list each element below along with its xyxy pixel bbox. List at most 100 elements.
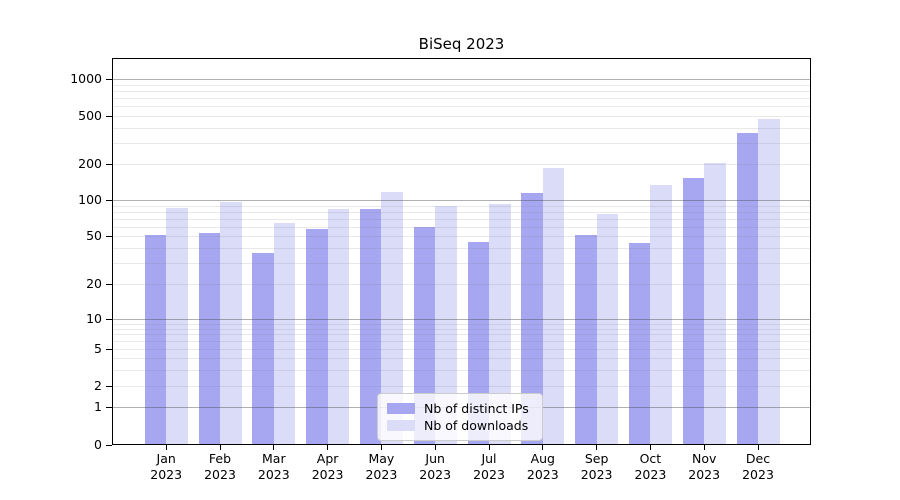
minor-gridline xyxy=(113,247,810,249)
legend-label-downloads: Nb of downloads xyxy=(424,418,529,433)
y-axis-tick-label: 1 xyxy=(94,399,102,414)
y-axis-tick-label: 50 xyxy=(86,228,102,243)
minor-gridline xyxy=(113,284,810,285)
bar-distinct-ips-apr xyxy=(306,229,328,445)
x-axis-tick xyxy=(757,445,759,450)
x-axis-tick-label: Nov 2023 xyxy=(688,451,721,482)
minor-gridline xyxy=(113,349,810,350)
y-axis-tick xyxy=(106,444,112,446)
minor-gridline xyxy=(113,211,810,213)
minor-gridline xyxy=(113,106,810,108)
minor-gridline xyxy=(113,127,810,129)
x-axis-tick-label: Jan 2023 xyxy=(150,451,183,482)
minor-gridline xyxy=(113,236,810,237)
minor-gridline xyxy=(113,226,810,228)
y-axis-tick xyxy=(106,385,112,387)
bar-distinct-ips-oct xyxy=(628,242,651,445)
bar-distinct-ips-jan xyxy=(144,235,167,445)
bar-downloads-may xyxy=(381,192,403,445)
y-axis-tick-label: 200 xyxy=(78,156,102,171)
bar-distinct-ips-may xyxy=(359,209,382,445)
y-axis-tick xyxy=(106,283,112,285)
bar-distinct-ips-mar xyxy=(252,253,274,445)
minor-gridline xyxy=(113,358,810,359)
x-axis-tick-label: Oct 2023 xyxy=(634,451,667,482)
x-axis-tick xyxy=(542,445,544,450)
y-axis-tick xyxy=(106,235,112,237)
x-axis-tick xyxy=(219,445,221,450)
minor-gridline xyxy=(113,84,810,86)
y-axis-tick xyxy=(106,78,112,80)
minor-gridline xyxy=(113,262,810,264)
major-gridline xyxy=(113,319,810,320)
legend-item-distinct-ips: Nb of distinct IPs xyxy=(387,400,533,417)
legend: Nb of distinct IPs Nb of downloads xyxy=(377,393,543,441)
y-axis-tick-label: 10 xyxy=(86,311,102,326)
y-axis-tick-label: 5 xyxy=(94,341,102,356)
minor-gridline xyxy=(113,90,810,92)
bar-downloads-nov xyxy=(704,162,726,445)
x-axis-tick-label: Mar 2023 xyxy=(257,451,290,482)
major-gridline xyxy=(113,200,810,201)
bar-distinct-ips-dec xyxy=(736,132,758,445)
x-axis-tick xyxy=(488,445,490,450)
bar-downloads-mar xyxy=(273,223,296,445)
major-gridline xyxy=(113,79,810,80)
minor-gridline xyxy=(113,205,810,207)
bar-distinct-ips-jun xyxy=(413,226,436,445)
bar-downloads-jun xyxy=(435,205,457,445)
minor-gridline xyxy=(113,323,810,325)
bar-distinct-ips-nov xyxy=(682,177,705,445)
minor-gridline xyxy=(113,116,810,117)
x-axis-tick-label: Aug 2023 xyxy=(526,451,559,482)
y-axis-tick-label: 100 xyxy=(78,192,102,207)
y-axis-tick xyxy=(106,348,112,350)
bar-downloads-jul xyxy=(489,204,511,445)
bar-downloads-jan xyxy=(166,208,188,445)
x-axis-tick-label: Sep 2023 xyxy=(580,451,613,482)
x-axis-tick-label: May 2023 xyxy=(365,451,398,482)
legend-swatch-distinct-ips xyxy=(387,403,415,414)
x-axis-tick xyxy=(434,445,436,450)
y-axis-tick-label: 500 xyxy=(78,108,102,123)
bar-distinct-ips-sep xyxy=(575,235,597,445)
bar-downloads-apr xyxy=(327,209,350,445)
legend-label-distinct-ips: Nb of distinct IPs xyxy=(424,401,529,416)
x-axis-tick xyxy=(703,445,705,450)
bar-distinct-ips-aug xyxy=(521,192,543,445)
minor-gridline xyxy=(113,369,810,371)
bar-downloads-aug xyxy=(542,168,565,445)
x-axis-tick xyxy=(273,445,275,450)
minor-gridline xyxy=(113,341,810,343)
x-axis-tick xyxy=(165,445,167,450)
minor-gridline xyxy=(113,142,810,144)
y-axis-tick-label: 1000 xyxy=(70,71,102,86)
y-axis-tick xyxy=(106,318,112,320)
x-axis-tick xyxy=(327,445,329,450)
y-axis-tick-label: 2 xyxy=(94,378,102,393)
y-axis-tick-label: 0 xyxy=(94,437,102,452)
minor-gridline xyxy=(113,98,810,99)
y-axis-tick xyxy=(106,115,112,117)
bar-downloads-oct xyxy=(650,185,672,445)
bar-distinct-ips-feb xyxy=(198,233,220,445)
legend-item-downloads: Nb of downloads xyxy=(387,417,533,434)
legend-swatch-downloads xyxy=(387,420,415,431)
x-axis-tick-label: Apr 2023 xyxy=(311,451,344,482)
bar-downloads-feb xyxy=(220,201,242,445)
x-axis-tick xyxy=(380,445,382,450)
bar-downloads-dec xyxy=(758,119,780,445)
minor-gridline xyxy=(113,164,810,165)
minor-gridline xyxy=(113,328,810,330)
x-axis-tick-label: Jun 2023 xyxy=(419,451,452,482)
minor-gridline xyxy=(113,334,810,336)
x-axis-tick-label: Feb 2023 xyxy=(204,451,236,482)
x-axis-tick-label: Jul 2023 xyxy=(473,451,505,482)
x-axis-tick xyxy=(649,445,651,450)
y-axis-tick xyxy=(106,199,112,201)
bar-downloads-sep xyxy=(596,214,619,445)
minor-gridline xyxy=(113,386,810,387)
y-axis-tick xyxy=(106,163,112,165)
x-axis-tick-label: Dec 2023 xyxy=(742,451,774,482)
